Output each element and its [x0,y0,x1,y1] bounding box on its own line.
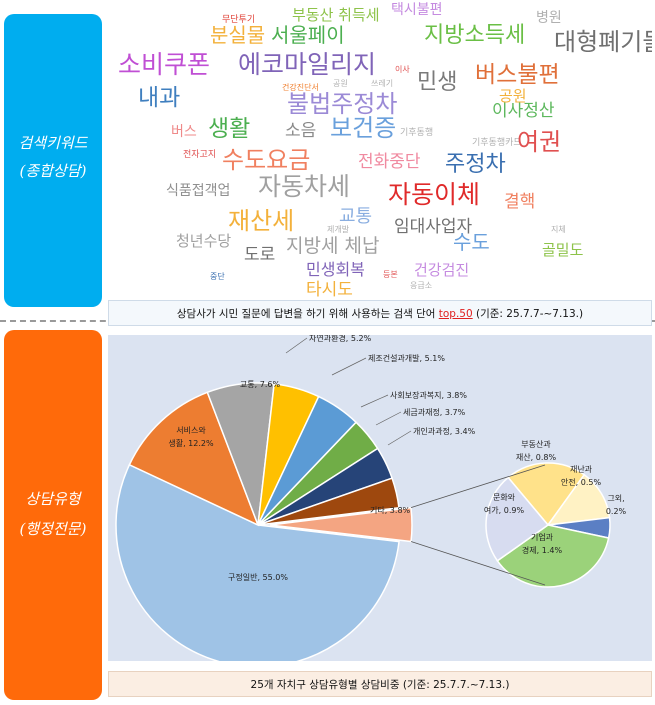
cloud-word: 지방세 체납 [286,235,379,257]
pie-data-label: 서비스와 [176,425,206,435]
cloud-word: 임대사업자 [394,217,473,237]
cloud-word: 등본 [383,270,398,279]
cloud-word: 택시불편 [391,2,443,18]
cloud-word: 에코마일리지 [238,50,376,79]
leader-line [375,411,402,426]
cloud-word: 소음 [285,121,316,141]
cloud-word: 공원 [499,87,527,105]
cloud-word: 민생회복 [306,260,365,279]
keyword-label-line2: (종합상담) [19,162,87,180]
sub-pie-data-label: 기업과 [531,533,554,542]
leader-line [387,430,412,446]
cloud-word: 결핵 [504,192,535,212]
cloud-word: 청년수당 [176,232,231,250]
cloud-word: 골밀도 [542,241,584,259]
keyword-caption-highlight: top.50 [438,308,473,320]
pie-data-label: 사회보장과복지, 3.8% [390,390,467,400]
sub-pie-data-label: 경제, 1.4% [522,545,563,555]
keyword-section-label: 검색키워드 (종합상담) [4,14,102,307]
cloud-word: 타시도 [306,280,353,298]
sub-pie-slice [507,462,586,527]
cloud-word: 부동산 취득세 [292,6,380,24]
leader-line [360,394,389,408]
cloud-word: 재산세 [228,207,294,235]
cloud-word: 기후동행카드 [472,136,522,148]
cloud-word: 전화중단 [358,152,421,172]
sub-pie-slice [485,476,550,562]
cloud-word: 서울페이 [271,23,345,47]
cloud-word: 이사정산 [492,101,555,121]
cloud-word: 건강검진 [414,261,469,279]
cloud-word: 교통 [339,206,372,227]
pie-slice [128,391,260,527]
cloud-word: 중단 [210,271,225,281]
cloud-word: 보건증 [330,114,396,142]
sub-pie-data-label: 0.2% [606,507,627,516]
sub-pie-slice [496,524,610,588]
cloud-word: 소비쿠폰 [118,50,210,79]
cloud-word: 지방소득세 [424,23,525,48]
consult-type-label-line2: (행정전문) [19,520,87,538]
cloud-word: 자동이체 [388,180,480,209]
pie-data-label: 생활, 12.2% [168,438,214,448]
cloud-word: 전자고지 [183,149,216,160]
cloud-word: 공원 [333,79,348,88]
keyword-caption-suffix: (기준: 25.7.7-~7.13.) [472,308,584,320]
pie-data-label: 교통, 7.6% [240,380,281,389]
consult-type-label-line1: 상담유형 [25,490,81,508]
sub-pie-data-label: 재산, 0.8% [516,452,557,462]
sub-pie-data-label: 그외, [607,493,624,503]
pie-data-label: 자연과환경, 5.2% [309,335,372,343]
sub-pie-data-label: 안전, 0.5% [561,477,602,487]
cloud-word: 도로 [244,245,275,265]
keyword-caption-prefix: 상담사가 시민 질문에 답변을 하기 위해 사용하는 검색 단어 [176,308,439,320]
cloud-word: 생활 [208,116,250,142]
pie-slice [257,477,400,526]
connector-line [410,464,546,509]
cloud-word: 응급소 [410,281,432,290]
connector-line [410,541,546,586]
sub-pie-data-label: 여가, 0.9% [484,505,525,515]
cloud-word: 대형폐기물 [554,28,652,56]
sub-pie-data-label: 재난과 [570,465,593,474]
cloud-word: 지체 [551,224,566,234]
pie-data-label: 구정일반, 55.0% [228,572,288,582]
cloud-word: 수도 [453,230,490,254]
pie-data-label: 기타, 3.8% [370,506,411,515]
leader-line [331,357,367,376]
keyword-label-line1: 검색키워드 [18,134,88,152]
cloud-word: 분실물 [210,23,265,47]
pie-data-label: 개인과과정, 3.4% [413,426,476,436]
cloud-word: 자동차세 [258,172,350,201]
cloud-word: 수도요금 [222,146,310,174]
cloud-word: 병원 [536,10,562,26]
cloud-word: 쓰레기 [371,79,393,88]
cloud-word: 기후동행 [400,126,433,138]
cloud-word: 여권 [517,128,561,156]
sub-pie-data-label: 문화와 [493,492,516,502]
sub-pie-data-label: 부동산과 [521,439,551,449]
cloud-word: 무단투기 [222,14,255,25]
cloud-word: 식품접객업 [166,183,230,199]
pie-data-label: 세금과재정, 3.7% [403,407,466,417]
pie-data-label: 제조건설과개발, 5.1% [368,353,445,363]
cloud-word: 불법주정차 [287,90,397,118]
leader-line [285,337,308,354]
cloud-word: 민생 [417,70,457,95]
cloud-word: 버스불편 [475,62,560,88]
consult-type-caption: 25개 자치구 상담유형별 상담비중 (기준: 25.7.7.~7.13.) [108,671,652,697]
cloud-word: 건강진단서 [282,82,319,92]
cloud-word: 제개발 [327,224,350,234]
consult-type-section-label: 상담유형 (행정전문) [4,330,102,700]
cloud-word: 버스 [171,124,197,140]
cloud-word: 이사 [395,64,410,74]
keyword-caption: 상담사가 시민 질문에 답변을 하기 위해 사용하는 검색 단어 top.50 … [108,300,652,326]
pie-slice [269,506,413,543]
cloud-word: 내과 [138,85,180,111]
cloud-word: 주정차 [445,152,506,177]
